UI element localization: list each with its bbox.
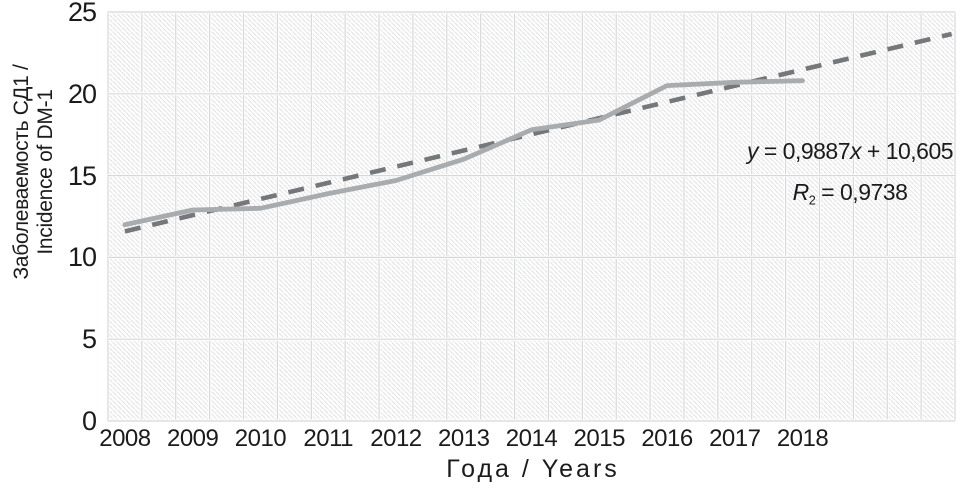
plot-background-hatch xyxy=(108,12,955,421)
x-tick-label: 2014 xyxy=(505,425,558,452)
equation-intercept-text: + 10,605 xyxy=(861,138,954,164)
y-tick-label: 25 xyxy=(67,0,97,27)
y-tick-label: 0 xyxy=(81,406,97,436)
r-value-text: = 0,9738 xyxy=(815,179,908,205)
equation-slope-text: = 0,9887 xyxy=(757,138,851,164)
r-subscript: 2 xyxy=(808,193,816,208)
x-tick-label: 2009 xyxy=(166,425,219,452)
equation-y-variable: y xyxy=(746,138,759,164)
x-tick-label: 2016 xyxy=(641,425,693,452)
equation-x-variable: x xyxy=(850,138,862,164)
y-tick-label: 10 xyxy=(67,242,97,273)
trend-equation: y = 0,9887x + 10,605 xyxy=(700,131,964,172)
trend-r-squared: R2 = 0,9738 xyxy=(700,172,964,221)
x-tick-label: 2008 xyxy=(99,425,151,452)
x-tick-label: 2011 xyxy=(303,425,354,452)
x-tick-label: 2017 xyxy=(709,425,761,452)
r-variable: R xyxy=(792,179,810,205)
trendline-annotation: y = 0,9887x + 10,605 R2 = 0,9738 xyxy=(700,131,964,221)
x-tick-label: 2015 xyxy=(573,425,626,452)
y-tick-label: 15 xyxy=(67,160,97,191)
x-tick-label: 2012 xyxy=(370,425,422,452)
x-axis-title: Года / Years xyxy=(446,455,620,483)
y-tick-label: 20 xyxy=(67,78,97,109)
y-tick-label: 5 xyxy=(81,324,97,355)
x-tick-label: 2018 xyxy=(776,425,829,452)
x-tick-label: 2013 xyxy=(438,425,490,452)
x-tick-label: 2010 xyxy=(234,425,287,452)
trend-dashed-line xyxy=(124,31,953,234)
incidence-solid-line xyxy=(122,78,805,228)
